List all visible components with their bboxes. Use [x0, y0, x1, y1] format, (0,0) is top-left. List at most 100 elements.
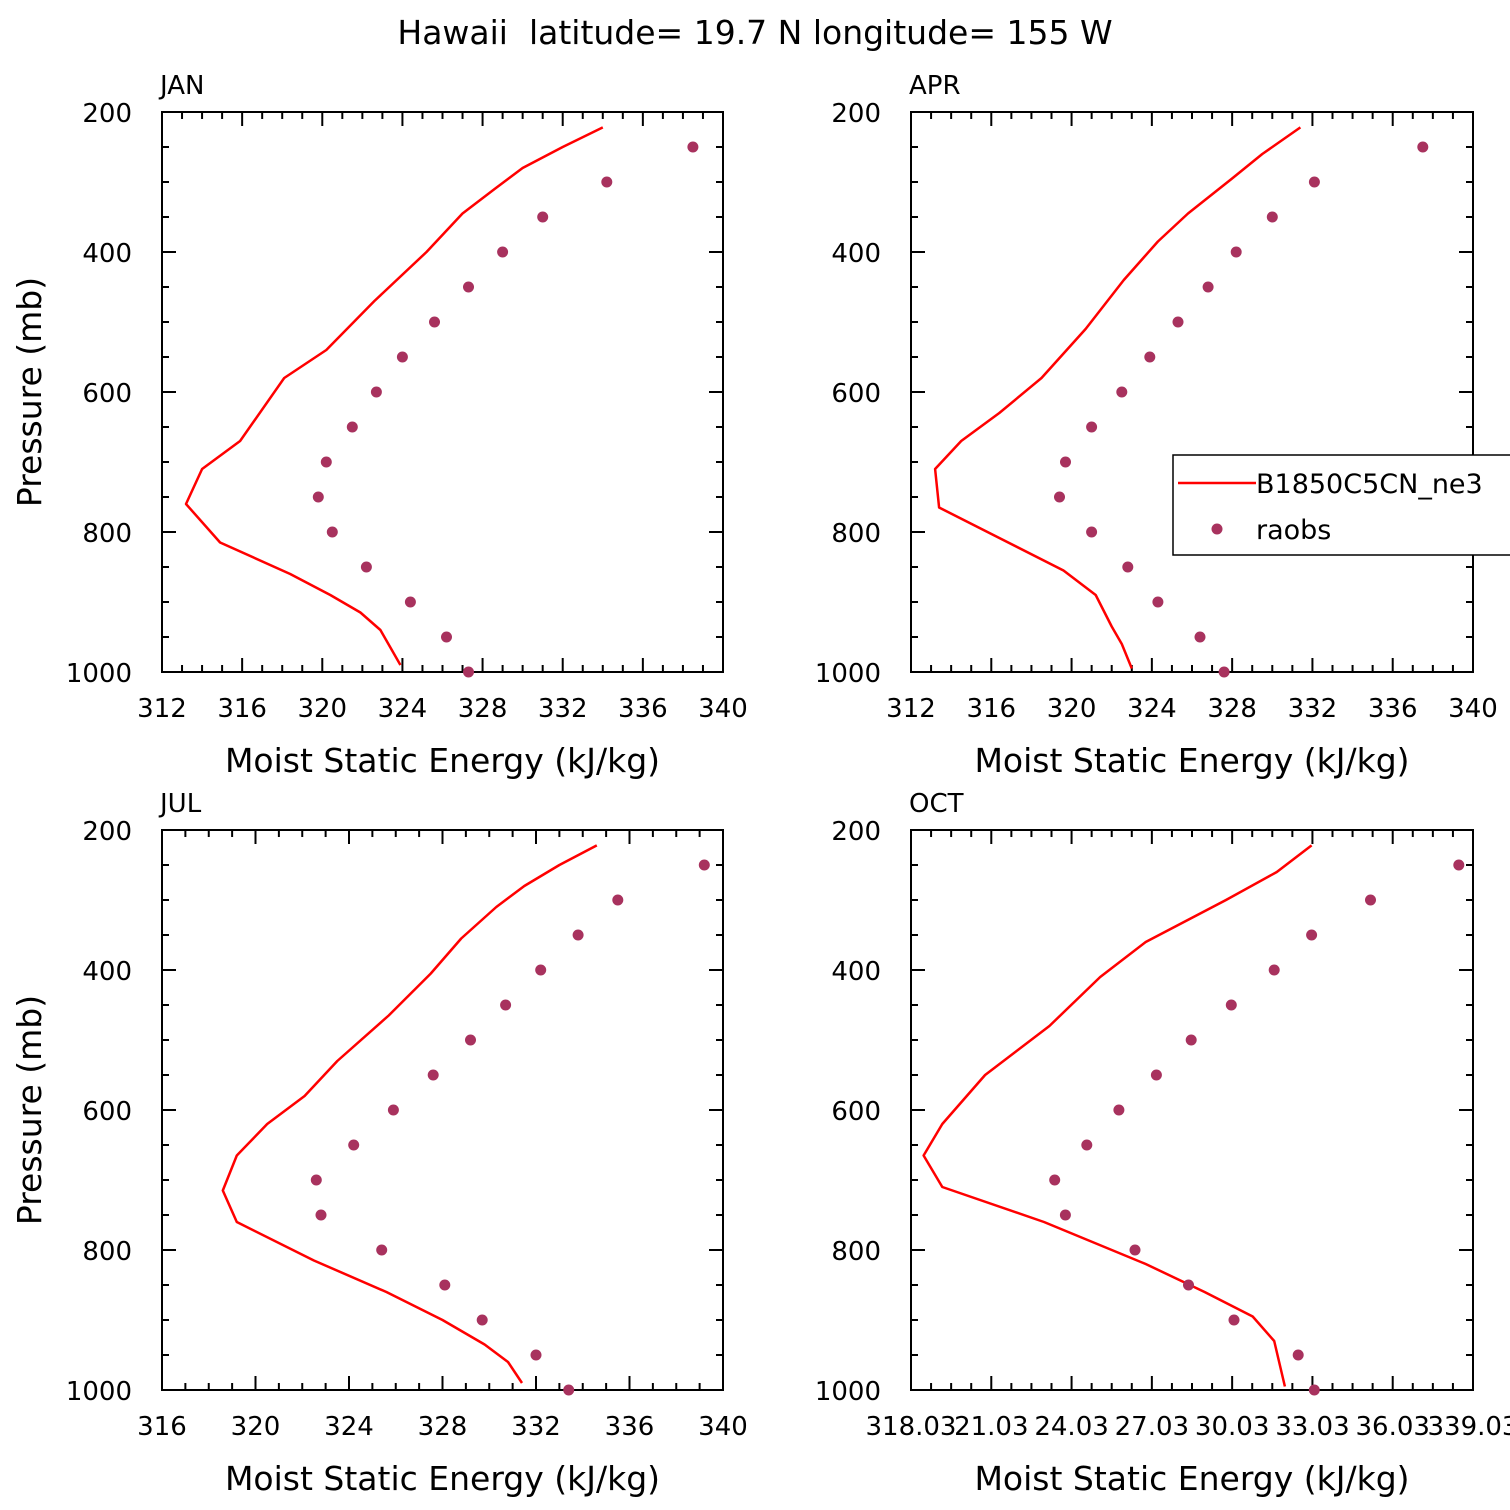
- x-tick-label: 24.03: [1034, 1412, 1108, 1442]
- model-line: [922, 844, 1313, 1387]
- x-tick-label: 324: [324, 1412, 374, 1442]
- model-line: [221, 844, 598, 1384]
- x-tick-label: 30.03: [1195, 1412, 1269, 1442]
- obs-point: [360, 561, 372, 573]
- x-tick-label: 328: [1207, 694, 1257, 724]
- y-tick-label: 800: [82, 1237, 132, 1267]
- obs-point: [1060, 456, 1071, 468]
- obs-point: [1144, 351, 1156, 363]
- obs-point: [1266, 211, 1278, 223]
- y-tick-label: 800: [831, 1237, 881, 1267]
- x-axis-label: Moist Static Energy (kJ/kg): [974, 1459, 1409, 1498]
- obs-point: [441, 631, 452, 643]
- obs-point: [1228, 1314, 1240, 1326]
- y-tick-label: 600: [831, 1097, 881, 1127]
- x-tick-label: 33.03: [1275, 1412, 1349, 1442]
- legend-model-label: B1850C5CN_ne3: [1256, 469, 1483, 500]
- obs-point: [315, 1209, 327, 1221]
- plot-frame: [161, 111, 724, 673]
- obs-point: [601, 176, 613, 188]
- obs-point: [698, 859, 710, 871]
- plot-frame: [910, 111, 1474, 673]
- x-tick-label: 36.03: [1355, 1412, 1429, 1442]
- y-tick-label: 1000: [815, 1377, 881, 1407]
- x-tick-label: 340: [698, 1412, 748, 1442]
- panel-jul: 316 320 324 328 332 336 340 200 400 600 800 1000 JUL…: [10, 789, 748, 1498]
- obs-point: [1268, 964, 1280, 976]
- obs-point: [1185, 1034, 1197, 1046]
- y-tick-label: 400: [831, 957, 881, 987]
- y-tick-label: 200: [82, 99, 132, 129]
- y-tick-label: 400: [831, 239, 881, 269]
- obs-point: [612, 894, 624, 906]
- x-tick-label: 316: [966, 694, 1016, 724]
- x-tick-label: 332: [1288, 694, 1338, 724]
- obs-point: [463, 281, 474, 293]
- y-tick-label: 800: [82, 519, 132, 549]
- y-tick-label: 600: [82, 379, 132, 409]
- obs-point: [348, 1139, 360, 1151]
- obs-point: [1453, 859, 1465, 871]
- model-line: [933, 126, 1302, 669]
- y-tick-label: 800: [831, 519, 881, 549]
- obs-point: [563, 1384, 575, 1396]
- x-tick-label: 336: [1368, 694, 1418, 724]
- obs-point: [346, 421, 358, 433]
- x-tick-label: 332: [538, 694, 588, 724]
- legend-box: [1172, 454, 1510, 556]
- panel-label: OCT: [909, 789, 964, 819]
- obs-point: [429, 316, 440, 328]
- legend-obs-marker: [1211, 523, 1223, 535]
- obs-point: [376, 1244, 388, 1256]
- x-tick-label: 27.03: [1115, 1412, 1189, 1442]
- x-tick-label: 328: [458, 694, 508, 724]
- x-tick-label: 21.03: [954, 1412, 1028, 1442]
- y-tick-label: 200: [82, 817, 132, 847]
- obs-point: [1292, 1349, 1304, 1361]
- obs-point: [1172, 316, 1184, 328]
- obs-point: [535, 964, 547, 976]
- x-axis-label: Moist Static Energy (kJ/kg): [225, 1459, 660, 1498]
- y-tick-label: 1000: [66, 1377, 132, 1407]
- obs-point: [1365, 894, 1376, 906]
- plot-frame: [910, 829, 1474, 1391]
- obs-point: [1116, 386, 1128, 398]
- x-tick-label: 339.03: [1428, 1412, 1510, 1442]
- obs-point: [1308, 1384, 1320, 1396]
- obs-point: [463, 666, 474, 678]
- obs-point: [1054, 491, 1065, 503]
- obs-point: [1150, 1069, 1162, 1081]
- x-tick-label: 312: [886, 694, 936, 724]
- obs-point: [1049, 1174, 1061, 1186]
- panel-label: JAN: [158, 71, 204, 101]
- obs-point: [1194, 631, 1206, 643]
- x-axis-label: Moist Static Energy (kJ/kg): [225, 741, 660, 780]
- x-axis-label: Moist Static Energy (kJ/kg): [974, 741, 1409, 780]
- obs-point: [537, 211, 549, 223]
- obs-point: [1417, 141, 1429, 153]
- legend: B1850C5CN_ne3 raobs: [1172, 454, 1510, 556]
- obs-point: [326, 526, 338, 538]
- x-tick-label: 324: [1127, 694, 1177, 724]
- obs-point: [1086, 421, 1098, 433]
- x-tick-label: 332: [511, 1412, 561, 1442]
- obs-point: [1202, 281, 1214, 293]
- obs-point: [1081, 1139, 1093, 1151]
- obs-point: [687, 141, 699, 153]
- obs-point: [320, 456, 332, 468]
- obs-point: [427, 1069, 439, 1081]
- panel-label: APR: [909, 71, 961, 101]
- panel-label: JUL: [158, 789, 202, 819]
- obs-point: [1086, 526, 1098, 538]
- y-axis-label: Pressure (mb): [10, 995, 49, 1225]
- y-tick-label: 1000: [66, 659, 132, 689]
- x-tick-label: 312: [137, 694, 187, 724]
- x-tick-label: 316: [137, 1412, 187, 1442]
- obs-point: [1306, 929, 1318, 941]
- model-line: [184, 126, 604, 666]
- x-tick-label: 320: [1047, 694, 1097, 724]
- figure-title: Hawaii latitude= 19.7 N longitude= 155 W: [397, 13, 1112, 52]
- y-tick-label: 200: [831, 99, 881, 129]
- y-tick-label: 200: [831, 817, 881, 847]
